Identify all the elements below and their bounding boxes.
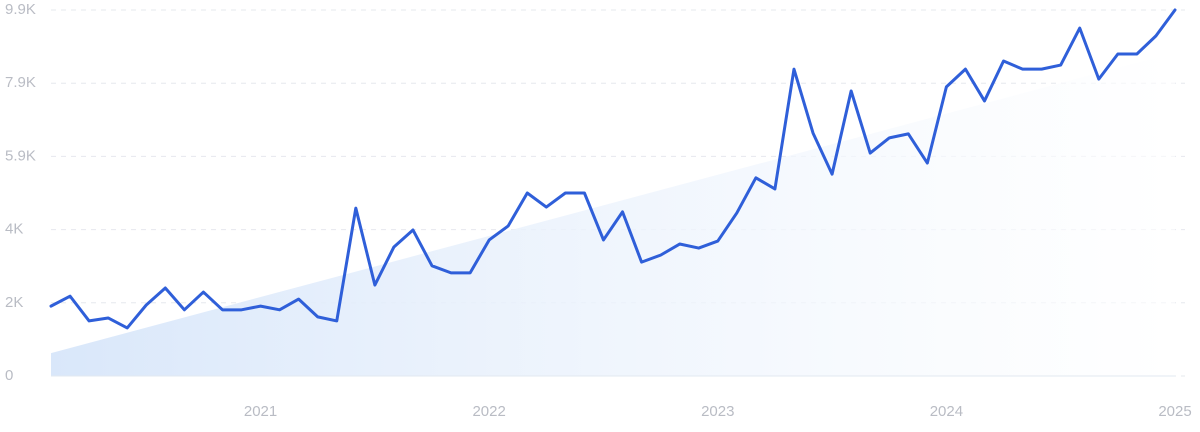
- y-tick-label: 7.9K: [5, 74, 36, 91]
- x-tick-label: 2021: [244, 403, 277, 420]
- trend-area: [51, 52, 1175, 377]
- y-tick-label: 0: [5, 367, 13, 384]
- y-tick-label: 9.9K: [5, 1, 36, 18]
- x-tick-label: 2024: [930, 403, 963, 420]
- x-tick-label: 2025: [1158, 403, 1191, 420]
- x-tick-label: 2023: [701, 403, 734, 420]
- y-tick-label: 4K: [5, 221, 23, 238]
- series-line: [49, 8, 1177, 330]
- y-tick-label: 2K: [5, 294, 23, 311]
- y-tick-label: 5.9K: [5, 147, 36, 164]
- x-tick-label: 2022: [472, 403, 505, 420]
